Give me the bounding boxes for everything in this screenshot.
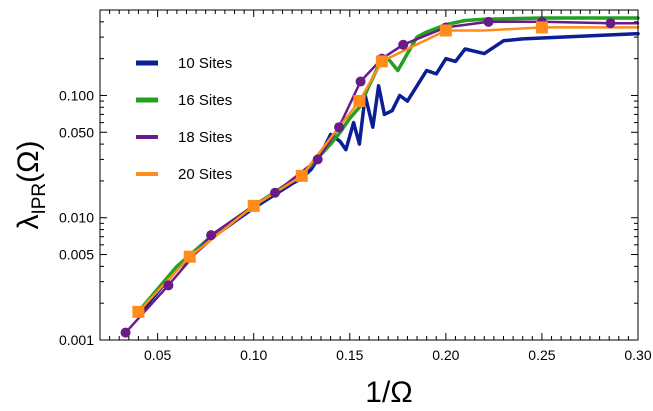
x-tick-label: 0.20	[432, 347, 459, 363]
series-3-point	[334, 122, 345, 133]
series-4-point	[535, 21, 548, 34]
series-4-point	[375, 55, 388, 68]
series-4-point	[439, 24, 452, 37]
x-tick-label: 0.05	[144, 347, 171, 363]
plot-markers	[120, 16, 616, 338]
series-3-point	[398, 39, 409, 50]
series-3-point	[483, 16, 494, 27]
series-3-point	[163, 280, 174, 291]
x-tick-label: 0.15	[336, 347, 363, 363]
series-3-point	[605, 18, 616, 29]
y-axis-title-suffix: (Ω)	[12, 140, 45, 182]
series-4-point	[295, 169, 308, 182]
series-3-point	[206, 230, 217, 241]
series-4-point	[353, 95, 366, 108]
series-3-point	[120, 327, 131, 338]
series-3-point	[312, 154, 323, 165]
series-4-point	[132, 305, 145, 318]
legend-label: 16 Sites	[178, 92, 232, 109]
y-tick-label: 0.100	[59, 87, 94, 103]
series-3-point	[355, 76, 366, 87]
x-tick-label: 0.10	[240, 347, 267, 363]
legend-label: 10 Sites	[178, 55, 232, 72]
x-axis-title: 1/Ω	[365, 376, 412, 409]
y-tick-label: 0.010	[59, 210, 94, 226]
x-axis-ticks: 0.05 0.10 0.15 0.20 0.25 0.30	[109, 10, 652, 363]
series-3-point	[270, 187, 281, 198]
series-4-point	[247, 199, 260, 212]
legend-label: 18 Sites	[178, 129, 232, 146]
y-axis-title: λIPR(Ω)	[12, 140, 50, 229]
y-axis-title-main: λ	[12, 215, 45, 230]
y-tick-label: 0.050	[59, 124, 94, 140]
y-axis-ticks: 0.001 0.005 0.010 0.050 0.100	[59, 9, 638, 348]
y-tick-label: 0.005	[59, 247, 94, 263]
legend-label: 20 Sites	[178, 166, 232, 183]
y-axis-title-subscript: IPR	[29, 183, 50, 215]
x-tick-label: 0.25	[528, 347, 555, 363]
series-4-point	[183, 250, 196, 263]
y-tick-label: 0.001	[59, 332, 94, 348]
legend: 10 Sites 16 Sites 18 Sites 20 Sites	[136, 55, 232, 183]
svg-text:λIPR(Ω): λIPR(Ω)	[12, 140, 50, 229]
x-tick-label: 0.30	[624, 347, 651, 363]
